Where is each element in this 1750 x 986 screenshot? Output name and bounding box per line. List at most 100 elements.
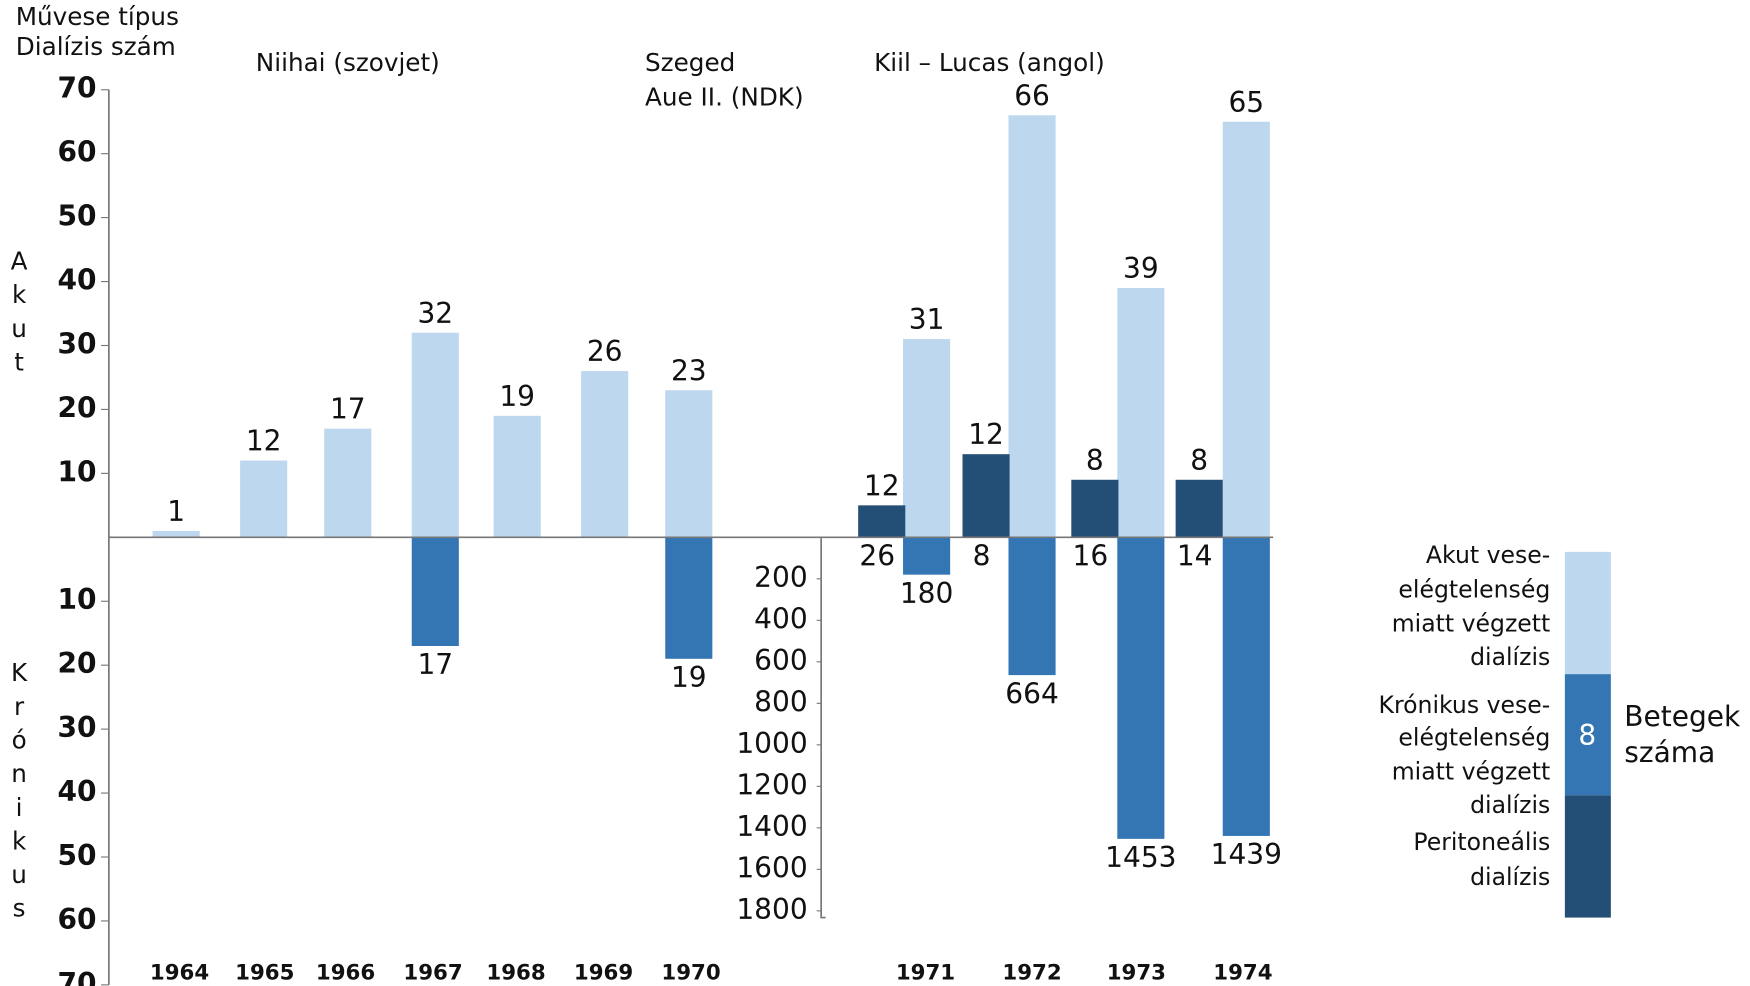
bar	[665, 390, 713, 538]
data-label: 12	[864, 469, 900, 502]
bar	[1222, 537, 1270, 836]
bar	[1175, 479, 1223, 538]
bar	[1117, 287, 1165, 538]
legend-swatch	[1564, 551, 1611, 675]
x-tick-label: 1972	[1002, 961, 1061, 986]
y2-tick-label: 1800	[736, 893, 807, 926]
x-tick-label: 1970	[661, 961, 720, 986]
patient-label: 26	[859, 539, 895, 572]
x-tick-label: 1964	[150, 961, 209, 986]
data-label: 1439	[1211, 838, 1282, 871]
x-tick-label: 1967	[403, 961, 462, 986]
y-tick-label: 60	[58, 903, 97, 936]
data-label: 66	[1014, 79, 1050, 112]
x-tick-label: 1965	[235, 961, 294, 986]
legend-label: dialízis	[1470, 863, 1550, 891]
legend-label: miatt végzett	[1392, 609, 1551, 637]
bar	[962, 454, 1010, 538]
bar	[411, 537, 459, 647]
y-tick-label: 20	[58, 647, 97, 680]
legend-label: Krónikus vese-	[1379, 691, 1551, 719]
data-label: 1453	[1105, 841, 1176, 874]
y-tick-label: 50	[58, 839, 97, 872]
bar	[903, 339, 951, 538]
annotation: Niihai (szovjet)	[256, 48, 440, 77]
data-label: 31	[909, 303, 945, 336]
annotation: Kiil – Lucas (angol)	[874, 48, 1105, 77]
legend-label: Peritoneális	[1413, 828, 1550, 856]
data-label: 19	[499, 380, 535, 413]
bar	[240, 460, 288, 538]
data-label: 19	[671, 661, 707, 694]
legend-sample: 8	[1578, 719, 1596, 752]
legend-label: elégtelenség	[1398, 576, 1550, 604]
y2-tick-label: 400	[754, 602, 808, 635]
y2-tick-label: 1200	[736, 768, 807, 801]
legend-swatch	[1564, 795, 1611, 918]
y-tick-label: 60	[58, 136, 97, 169]
x-tick-label: 1973	[1107, 961, 1166, 986]
annotation: Szeged	[645, 48, 735, 77]
bar	[903, 537, 951, 575]
y-tick-label: 40	[58, 775, 97, 808]
data-label: 1	[167, 495, 185, 528]
axis-title: Művese típus	[16, 2, 179, 31]
y2-tick-label: 1600	[736, 851, 807, 884]
data-label: 8	[1086, 444, 1104, 477]
x-tick-label: 1966	[316, 961, 375, 986]
y-tick-label: 30	[58, 327, 97, 360]
bar	[1117, 537, 1165, 839]
bar	[665, 537, 713, 659]
bar	[1008, 115, 1056, 538]
y2-tick-label: 1000	[736, 727, 807, 760]
x-tick-label: 1974	[1213, 961, 1272, 986]
y-tick-label: 20	[58, 391, 97, 424]
y-tick-label: 40	[58, 264, 97, 297]
legend-label: Akut vese-	[1426, 541, 1550, 569]
legend-label: miatt végzett	[1392, 757, 1551, 785]
y2-tick-label: 1400	[736, 810, 807, 843]
legend-title: száma	[1624, 736, 1715, 769]
data-label: 23	[671, 354, 707, 387]
legend-label: elégtelenség	[1398, 724, 1550, 752]
y2-tick-label: 200	[754, 561, 808, 594]
y-tick-label: 10	[58, 583, 97, 616]
data-label: 17	[330, 393, 366, 426]
data-label: 664	[1005, 677, 1059, 710]
legend-swatch	[1564, 674, 1611, 796]
data-label: 180	[900, 577, 954, 610]
patient-label: 14	[1177, 539, 1213, 572]
data-label: 12	[968, 418, 1004, 451]
x-tick-label: 1969	[574, 961, 633, 986]
bar	[1222, 121, 1270, 538]
y-tick-label: 10	[58, 455, 97, 488]
data-label: 39	[1123, 252, 1159, 285]
data-label: 8	[1190, 444, 1208, 477]
bar	[411, 332, 459, 538]
x-tick-label: 1968	[486, 961, 545, 986]
annotation: Aue II. (NDK)	[645, 83, 804, 112]
legend-label: dialízis	[1470, 643, 1550, 671]
data-label: 12	[246, 425, 282, 458]
legend-label: dialízis	[1470, 791, 1550, 819]
axis-title: Dialízis szám	[16, 32, 176, 61]
y-tick-label: 30	[58, 711, 97, 744]
data-label: 17	[417, 648, 453, 681]
bar	[858, 505, 906, 538]
y-tick-label: 50	[58, 200, 97, 233]
patient-label: 8	[973, 539, 991, 572]
y2-axis	[820, 537, 826, 919]
bar	[1008, 537, 1056, 676]
y2-tick-label: 800	[754, 685, 808, 718]
bar	[152, 530, 200, 538]
data-label: 65	[1228, 86, 1264, 119]
data-label: 26	[587, 335, 623, 368]
bar	[493, 415, 541, 538]
y-tick-label: 70	[58, 967, 97, 986]
legend-title: Betegek	[1624, 700, 1741, 733]
data-label: 32	[417, 297, 453, 330]
patient-label: 16	[1073, 539, 1109, 572]
bar	[1071, 479, 1119, 538]
